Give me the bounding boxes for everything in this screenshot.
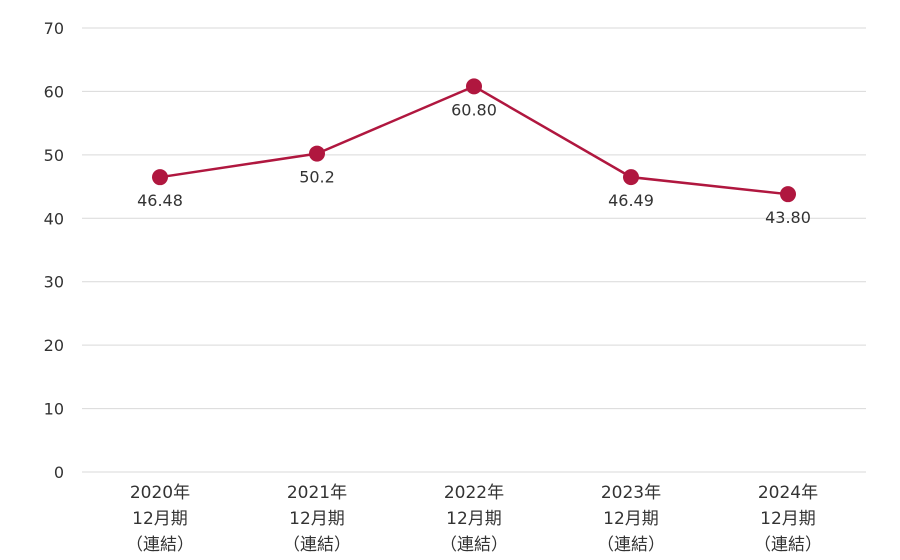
data-label: 60.80 bbox=[451, 100, 497, 119]
data-label: 46.49 bbox=[608, 191, 654, 210]
x-tick-label: 2020年 bbox=[130, 483, 190, 503]
data-point bbox=[780, 186, 796, 203]
x-tick-group: 2022年 12月期 （連結） bbox=[440, 483, 508, 555]
x-tick-label: 12月期 bbox=[132, 509, 188, 529]
y-axis-ticks: 0 10 20 30 40 50 60 70 bbox=[44, 19, 64, 482]
x-axis-ticks: 2020年12月期（連結）2021年12月期（連結）2022年12月期（連結）2… bbox=[126, 483, 822, 555]
x-tick-group: 2024年 12月期 （連結） bbox=[754, 483, 822, 555]
data-point bbox=[466, 78, 482, 95]
data-label: 50.2 bbox=[299, 168, 335, 187]
data-point bbox=[309, 145, 325, 162]
data-label-layer: 46.48 50.2 60.80 46.49 43.80 bbox=[137, 100, 811, 227]
y-tick-label: 40 bbox=[44, 209, 64, 228]
y-tick-label: 20 bbox=[44, 336, 64, 355]
data-point bbox=[152, 169, 168, 186]
x-tick-group: 2020年 12月期 （連結） bbox=[126, 483, 194, 555]
x-tick-label: 2024年 bbox=[758, 483, 818, 503]
y-tick-label: 60 bbox=[44, 82, 64, 101]
x-tick-label: （連結） bbox=[440, 535, 508, 555]
y-tick-label: 50 bbox=[44, 146, 64, 165]
series-layer bbox=[152, 78, 796, 203]
grid-layer bbox=[82, 27, 866, 473]
x-tick-label: （連結） bbox=[754, 535, 822, 555]
data-point bbox=[623, 169, 639, 186]
x-tick-label: （連結） bbox=[597, 535, 665, 555]
x-tick-group: 2023年 12月期 （連結） bbox=[597, 483, 665, 555]
y-tick-label: 0 bbox=[54, 463, 64, 482]
x-tick-group: 2021年 12月期 （連結） bbox=[283, 483, 351, 555]
y-tick-label: 30 bbox=[44, 273, 64, 292]
data-label: 46.48 bbox=[137, 191, 183, 210]
x-tick-label: （連結） bbox=[126, 535, 194, 555]
x-tick-label: 2022年 bbox=[444, 483, 504, 503]
x-tick-label: 2023年 bbox=[601, 483, 661, 503]
x-tick-label: 2021年 bbox=[287, 483, 347, 503]
y-tick-label: 10 bbox=[44, 400, 64, 419]
data-label: 43.80 bbox=[765, 208, 811, 227]
x-tick-label: 12月期 bbox=[603, 509, 659, 529]
x-tick-label: 12月期 bbox=[289, 509, 345, 529]
x-tick-label: 12月期 bbox=[760, 509, 816, 529]
y-tick-label: 70 bbox=[44, 19, 64, 38]
x-tick-label: （連結） bbox=[283, 535, 351, 555]
x-tick-label: 12月期 bbox=[446, 509, 502, 529]
